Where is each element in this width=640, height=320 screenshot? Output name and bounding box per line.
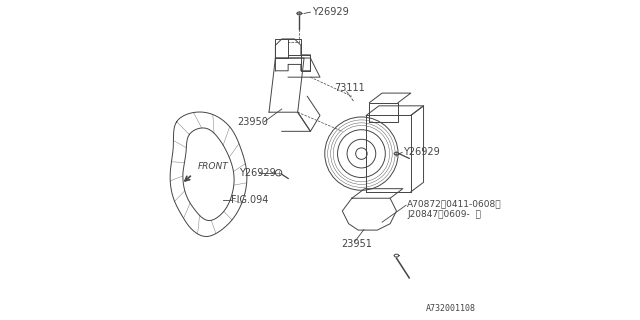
Text: A70872【0411-0608】: A70872【0411-0608】 <box>407 199 502 208</box>
Text: 23951: 23951 <box>342 239 372 249</box>
Text: Y26929: Y26929 <box>239 168 275 178</box>
Text: 23950: 23950 <box>237 117 268 127</box>
Text: 73111: 73111 <box>333 83 364 93</box>
Text: Y26929: Y26929 <box>312 7 348 17</box>
Text: Y26929: Y26929 <box>403 147 440 157</box>
Text: FRONT: FRONT <box>197 162 228 171</box>
Text: FIG.094: FIG.094 <box>232 195 269 205</box>
Text: J20847【0609-  】: J20847【0609- 】 <box>407 210 481 219</box>
Text: A732001108: A732001108 <box>426 304 476 313</box>
